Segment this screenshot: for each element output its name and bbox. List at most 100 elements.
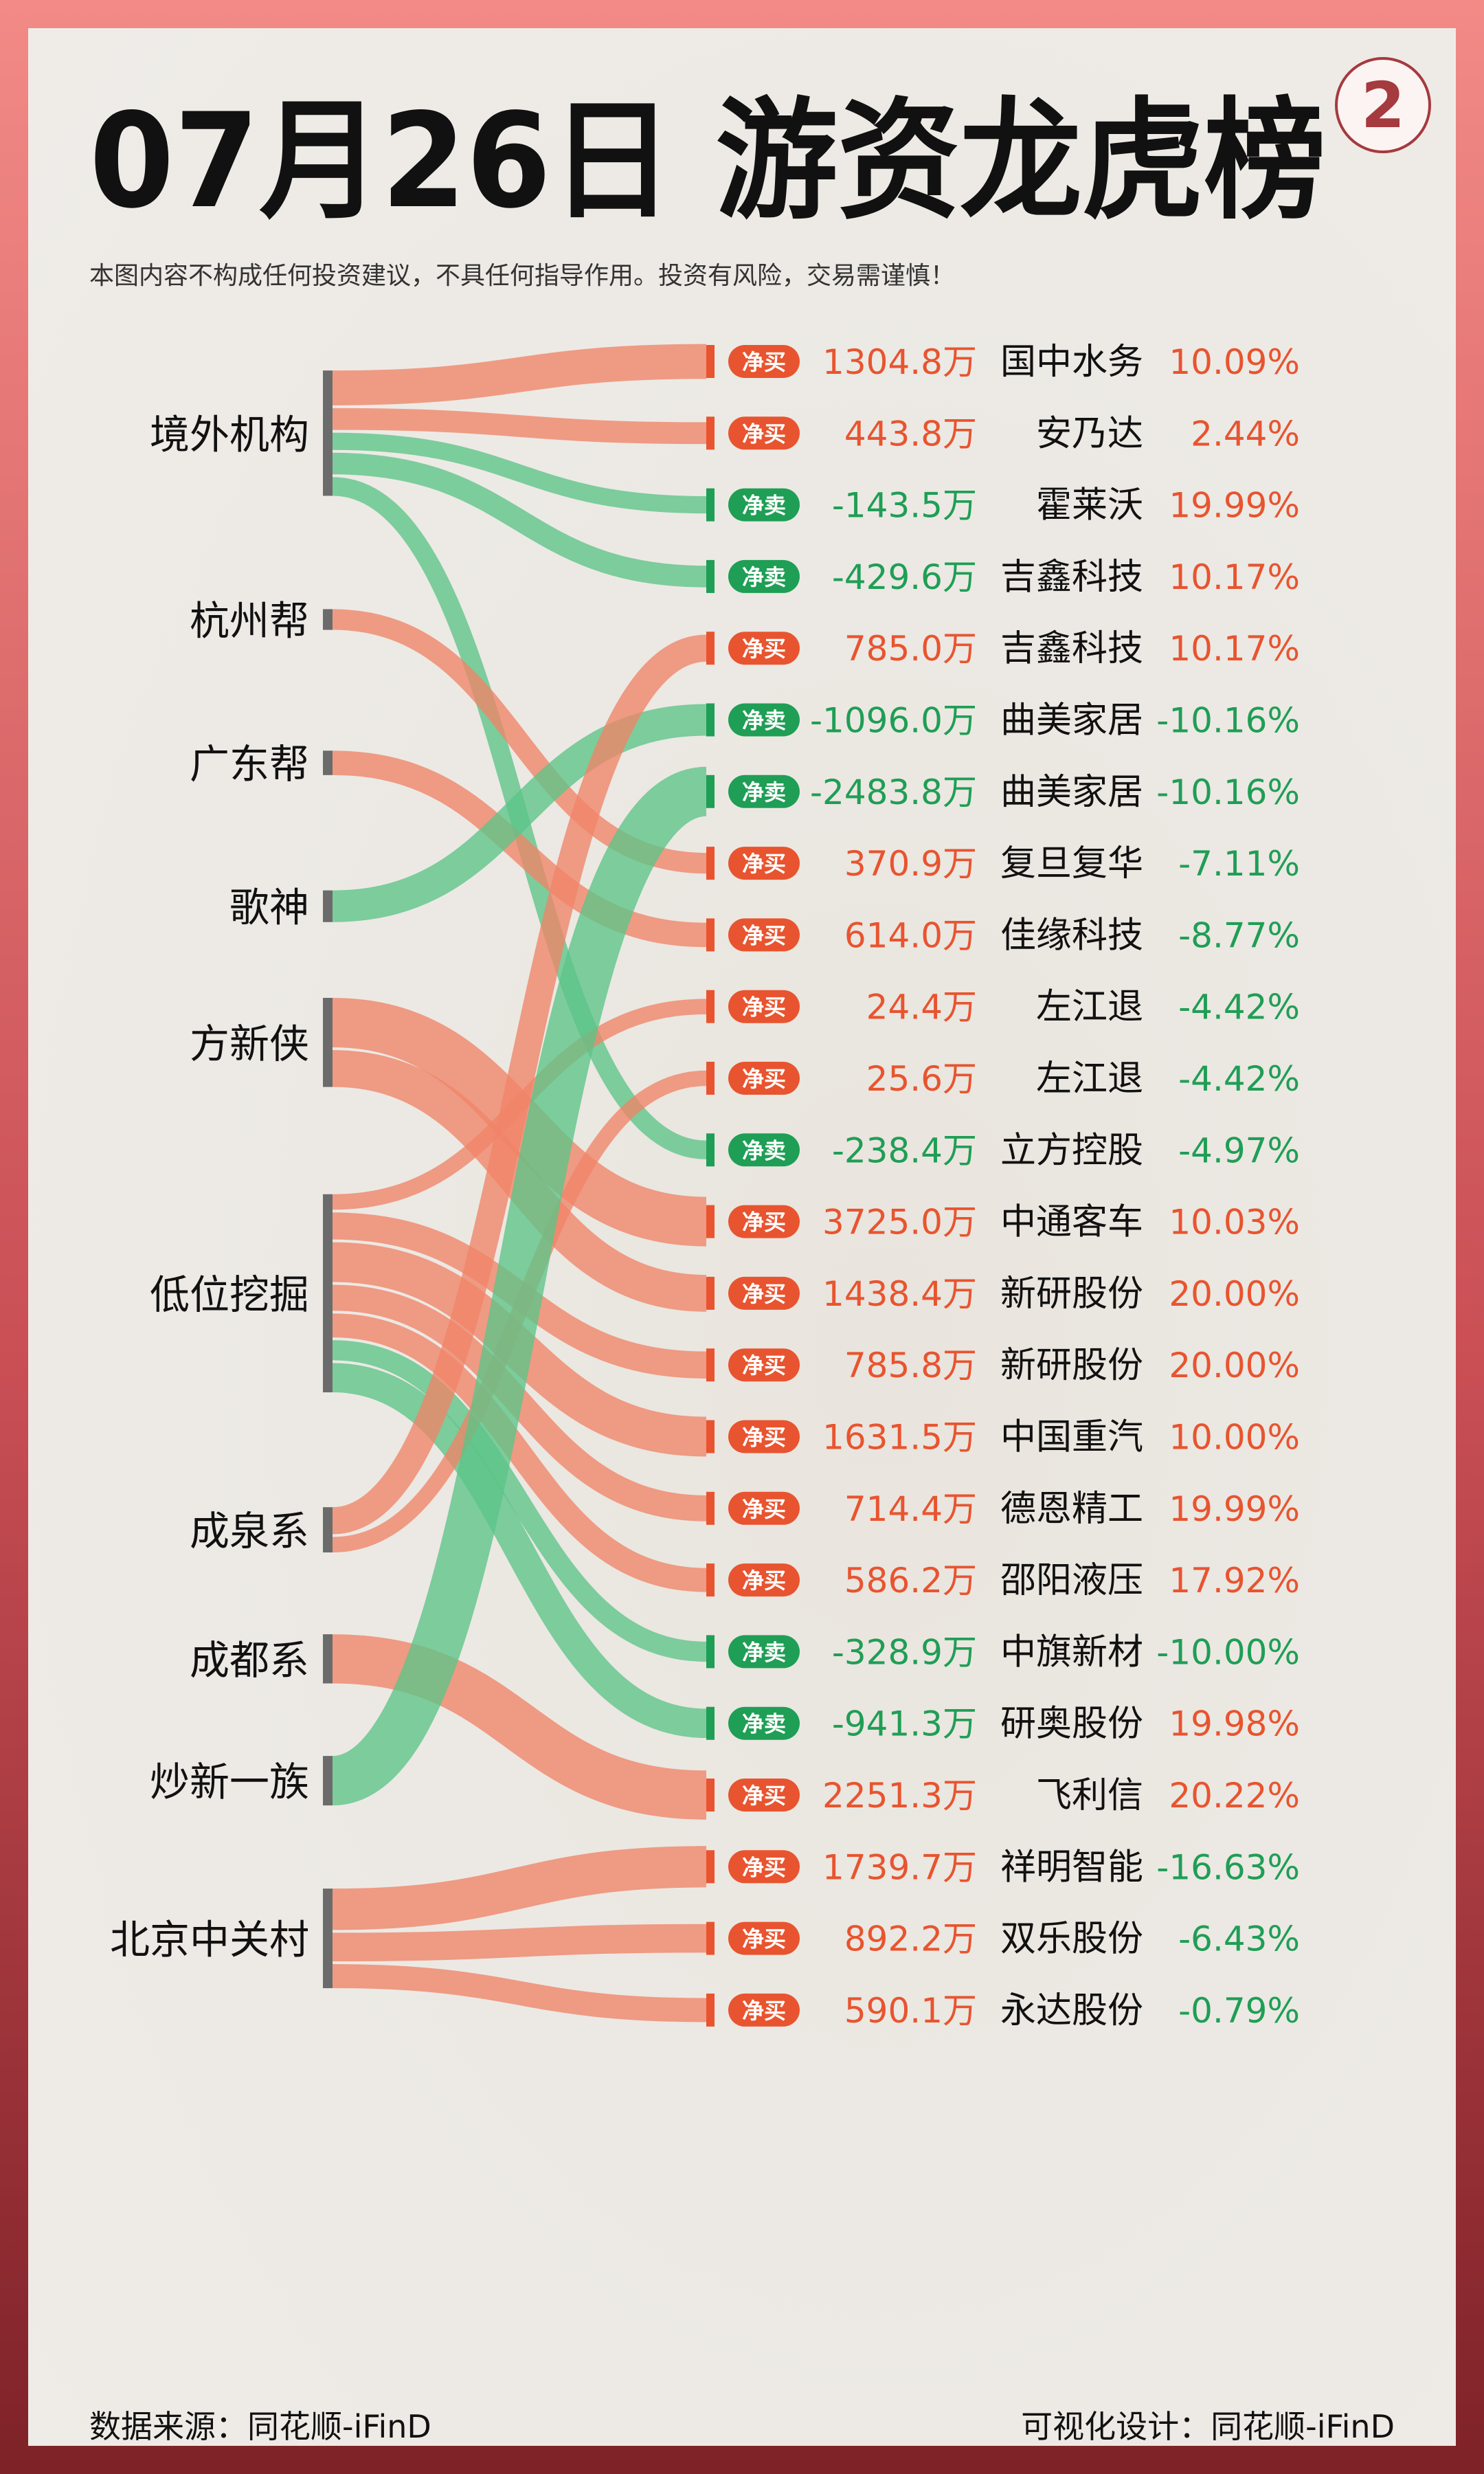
change-percent: -8.77% — [1178, 915, 1300, 955]
change-percent: 10.09% — [1169, 342, 1300, 382]
flow-band — [332, 1846, 707, 1930]
flow-band — [332, 432, 707, 514]
target-marker — [706, 345, 715, 378]
change-percent: 17.92% — [1169, 1561, 1300, 1601]
net-sell-badge — [728, 703, 800, 737]
net-buy-badge — [728, 1062, 800, 1095]
badge-label: 净卖 — [742, 1639, 786, 1665]
flow-band — [332, 1964, 707, 2022]
flow-band — [332, 1634, 707, 1820]
change-percent: 2.44% — [1191, 414, 1300, 454]
stock-name: 曲美家居 — [1000, 772, 1143, 813]
change-percent: 20.22% — [1169, 1776, 1300, 1816]
flow-band — [332, 408, 707, 445]
stock-name: 立方控股 — [1000, 1130, 1143, 1171]
stock-name: 曲美家居 — [1000, 700, 1143, 742]
source-group-label: 成泉系 — [190, 1508, 309, 1554]
change-percent: -7.11% — [1178, 844, 1300, 884]
source-group-label: 境外机构 — [150, 411, 309, 458]
change-percent: -4.97% — [1178, 1130, 1300, 1170]
target-marker — [706, 1348, 715, 1382]
net-buy-badge — [728, 1921, 800, 1955]
change-percent: 19.98% — [1169, 1704, 1300, 1744]
net-buy-badge — [728, 1779, 800, 1812]
amount-value: 1304.8万 — [822, 342, 977, 382]
page-title-text: 07月26日 游资龙虎榜 — [89, 85, 1326, 237]
stock-name: 复旦复华 — [1000, 843, 1143, 884]
amount-value: 24.4万 — [866, 988, 977, 1027]
net-sell-badge — [728, 1706, 800, 1740]
target-marker — [706, 1993, 715, 2027]
source-bar — [323, 1888, 333, 1989]
source-bar — [323, 890, 333, 922]
change-percent: 10.03% — [1169, 1203, 1300, 1242]
badge-label: 净买 — [742, 1281, 786, 1307]
stock-name: 霍莱沃 — [1036, 485, 1143, 526]
change-percent: 20.00% — [1169, 1346, 1300, 1385]
stock-name: 吉鑫科技 — [1000, 628, 1143, 669]
amount-value: 1438.4万 — [822, 1274, 977, 1314]
flow-band — [332, 1340, 707, 1662]
net-buy-badge — [728, 416, 800, 450]
amount-value: -2483.8万 — [810, 772, 977, 812]
amount-value: 892.2万 — [844, 1919, 977, 1959]
stock-name: 邵阳液压 — [1000, 1560, 1143, 1601]
target-marker — [706, 1062, 715, 1095]
badge-label: 净买 — [742, 1066, 786, 1092]
net-buy-badge — [728, 1491, 800, 1525]
badge-label: 净买 — [742, 851, 786, 877]
flow-band — [332, 750, 707, 948]
target-marker — [706, 632, 715, 665]
target-marker — [706, 1133, 715, 1167]
net-buy-badge — [728, 1205, 800, 1238]
amount-value: 586.2万 — [844, 1561, 977, 1601]
target-marker — [706, 416, 715, 450]
stock-name: 双乐股份 — [1000, 1919, 1143, 1960]
amount-value: 590.1万 — [844, 1991, 977, 2031]
badge-label: 净卖 — [742, 1137, 786, 1163]
change-percent: 10.17% — [1169, 557, 1300, 597]
badge-label: 净卖 — [742, 564, 786, 590]
amount-value: 1739.7万 — [822, 1847, 977, 1887]
source-group-label: 炒新一族 — [150, 1759, 309, 1805]
badge-label: 净卖 — [742, 1711, 786, 1737]
amount-value: 370.9万 — [844, 844, 977, 884]
stock-name: 安乃达 — [1036, 413, 1143, 454]
stock-name: 左江退 — [1036, 1058, 1143, 1100]
badge-label: 净买 — [742, 1998, 786, 2024]
change-percent: -10.16% — [1156, 701, 1300, 741]
stock-name: 中旗新材 — [1000, 1631, 1143, 1673]
stock-name: 佳缘科技 — [1000, 915, 1143, 956]
flow-band — [330, 766, 709, 1806]
source-bar — [323, 1756, 333, 1806]
amount-value: 3725.0万 — [822, 1203, 977, 1242]
source-bar — [323, 1194, 333, 1393]
net-sell-badge — [728, 488, 800, 522]
badge-label: 净买 — [742, 1352, 786, 1379]
target-marker — [706, 703, 715, 737]
disclaimer-text: 本图内容不构成任何投资建议，不具任何指导作用。投资有风险，交易需谨慎！ — [89, 262, 956, 290]
target-marker — [706, 1779, 715, 1812]
change-percent: -16.63% — [1156, 1847, 1300, 1887]
source-bar — [323, 609, 333, 630]
target-marker — [706, 774, 715, 808]
net-buy-badge — [728, 1348, 800, 1382]
badge-label: 净买 — [742, 922, 786, 948]
target-marker — [706, 990, 715, 1023]
source-group-label: 广东帮 — [190, 741, 309, 788]
net-sell-badge — [728, 559, 800, 593]
source-bar — [323, 370, 333, 496]
stock-name: 左江退 — [1036, 987, 1143, 1028]
amount-value: -328.9万 — [832, 1632, 977, 1672]
badge-label: 净买 — [742, 1496, 786, 1522]
target-marker — [706, 847, 715, 880]
stock-name: 国中水务 — [1000, 342, 1143, 383]
stock-name: 新研股份 — [1000, 1345, 1143, 1386]
source-bar — [323, 1507, 333, 1553]
target-marker — [706, 1491, 715, 1525]
net-sell-badge — [728, 1635, 800, 1669]
net-buy-badge — [728, 1276, 800, 1310]
net-buy-badge — [728, 345, 800, 378]
page-title-graphic: 07月26日 游资龙虎榜 — [89, 85, 1326, 237]
